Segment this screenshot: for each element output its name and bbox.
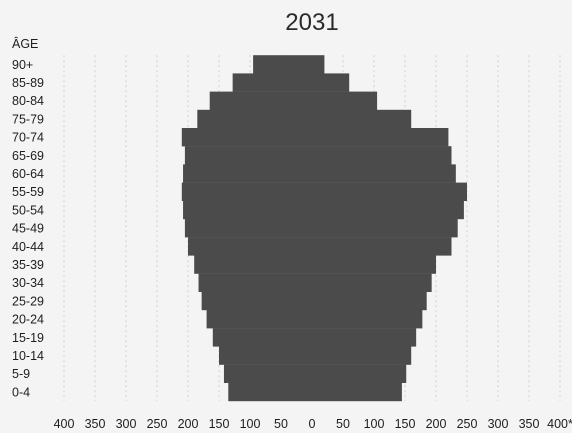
age-group-label: 5-9 <box>12 367 30 381</box>
age-group-label: 75-79 <box>12 112 44 126</box>
x-tick-label: 50 <box>274 417 288 431</box>
bar-left <box>181 182 312 201</box>
age-group-label: 90+ <box>12 58 33 72</box>
bar-left <box>201 291 312 311</box>
age-group-label: 50-54 <box>12 203 44 217</box>
age-group-label: 70-74 <box>12 131 44 145</box>
bar-right <box>312 237 452 256</box>
bar-right <box>312 364 407 383</box>
bar-left <box>184 219 312 238</box>
bar-right <box>312 310 423 329</box>
bar-right <box>312 291 427 311</box>
age-group-label: 20-24 <box>12 313 44 327</box>
bar-right <box>312 73 350 92</box>
x-tick-label: 0 <box>309 417 316 431</box>
age-group-label: 40-44 <box>12 240 44 254</box>
x-tick-label: 50 <box>336 417 350 431</box>
bar-right <box>312 219 458 238</box>
age-group-label: 10-14 <box>12 349 44 363</box>
bar-left <box>219 346 312 365</box>
x-tick-label: 350 <box>519 417 540 431</box>
age-group-label: 55-59 <box>12 185 44 199</box>
bar-right <box>312 382 402 402</box>
x-tick-label: 300 <box>116 417 137 431</box>
bar-left <box>183 200 312 220</box>
bar-right <box>312 55 325 74</box>
age-group-label: 80-84 <box>12 94 44 108</box>
x-tick-label: 200 <box>178 417 199 431</box>
bar-left <box>253 55 312 74</box>
bar-left <box>197 109 312 129</box>
x-tick-label: 150 <box>395 417 416 431</box>
age-group-label: 35-39 <box>12 258 44 272</box>
bar-left <box>181 128 312 147</box>
x-tick-label: 400* <box>547 417 572 431</box>
x-tick-label: 200 <box>426 417 447 431</box>
x-tick-label: 150 <box>209 417 230 431</box>
age-group-label: 15-19 <box>12 331 44 345</box>
bar-right <box>312 109 412 129</box>
bar-right <box>312 255 436 274</box>
x-axis-ticks: 400 350 300 250 200 150 100 50 0 50 100 150 200 250 30… <box>54 417 572 431</box>
bar-right <box>312 346 412 365</box>
bar-left <box>188 237 312 256</box>
bar-left <box>206 310 312 329</box>
bar-left <box>198 273 312 292</box>
bar-left <box>223 364 312 383</box>
bar-right <box>312 164 456 183</box>
bar-left <box>209 91 312 110</box>
age-axis-title: ÂGE <box>12 36 38 51</box>
age-group-label: 85-89 <box>12 76 44 90</box>
x-tick-label: 250 <box>147 417 168 431</box>
bar-right <box>312 328 417 347</box>
age-group-label: 30-34 <box>12 276 44 290</box>
age-group-label: 0-4 <box>12 385 30 399</box>
x-tick-label: 100 <box>240 417 261 431</box>
bar-right <box>312 128 449 147</box>
x-tick-label: 250 <box>457 417 478 431</box>
bar-right <box>312 182 467 201</box>
bar-left <box>184 146 312 165</box>
bar-left <box>232 73 312 92</box>
bar-right <box>312 273 432 292</box>
x-tick-label: 400 <box>54 417 75 431</box>
bars-group <box>181 55 467 402</box>
bar-right <box>312 200 464 220</box>
bar-left <box>194 255 312 274</box>
x-tick-label: 350 <box>85 417 106 431</box>
chart-title: 2031 <box>285 9 338 36</box>
age-group-label: 65-69 <box>12 149 44 163</box>
bar-left <box>228 382 312 402</box>
age-group-label: 25-29 <box>12 294 44 308</box>
bar-left <box>183 164 312 183</box>
bar-right <box>312 91 378 110</box>
x-tick-label: 300 <box>488 417 509 431</box>
x-tick-label: 100 <box>364 417 385 431</box>
bar-left <box>212 328 312 347</box>
age-group-label: 45-49 <box>12 222 44 236</box>
age-group-label: 60-64 <box>12 167 44 181</box>
age-labels: 0-4 5-9 10-14 15-19 20-24 25-29 30-34 35-39 40-4… <box>12 58 44 400</box>
bar-right <box>312 146 452 165</box>
